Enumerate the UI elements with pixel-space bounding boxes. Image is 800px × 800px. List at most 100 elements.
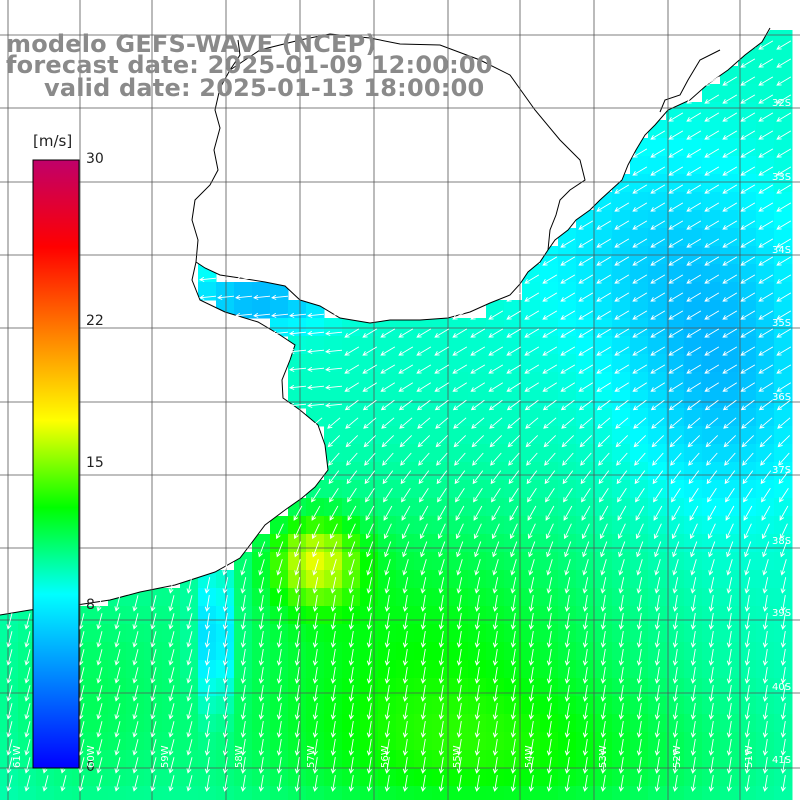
- wind-speed-cell: [234, 624, 253, 643]
- wind-vector-icon: [258, 631, 264, 648]
- wind-vector-icon: [758, 292, 774, 302]
- wind-speed-cell: [648, 228, 667, 247]
- longitude-label: 53W: [598, 745, 609, 768]
- wind-speed-cell: [756, 156, 775, 175]
- latitude-label: 35S: [772, 318, 792, 329]
- wind-speed-cell: [684, 462, 703, 481]
- wind-speed-cell: [72, 768, 91, 787]
- wind-vector-icon: [381, 417, 395, 429]
- wind-speed-cell: [396, 624, 415, 643]
- wind-vector-icon: [546, 703, 552, 720]
- wind-vector-icon: [258, 667, 264, 684]
- wind-vector-icon: [560, 382, 576, 392]
- wind-speed-cell: [198, 750, 217, 769]
- wind-speed-cell: [756, 642, 775, 661]
- wind-speed-cell: [774, 462, 793, 481]
- wind-vector-icon: [776, 399, 791, 411]
- wind-vector-icon: [528, 757, 534, 774]
- wind-speed-cell: [396, 732, 415, 751]
- wind-vector-icon: [470, 382, 486, 392]
- wind-speed-cell: [648, 624, 667, 643]
- wind-vector-icon: [545, 488, 555, 503]
- wind-vector-icon: [779, 505, 789, 521]
- wind-vector-icon: [724, 470, 736, 485]
- wind-vector-icon: [614, 184, 630, 194]
- wind-speed-cell: [774, 84, 793, 103]
- wind-speed-cell: [90, 768, 109, 787]
- wind-speed-cell: [666, 678, 685, 697]
- wind-vector-icon: [635, 505, 645, 521]
- wind-speed-cell: [612, 516, 631, 535]
- wind-vector-icon: [560, 256, 576, 266]
- wind-vector-icon: [204, 703, 210, 720]
- longitude-label: 61W: [12, 745, 23, 768]
- wind-speed-cell: [486, 408, 505, 427]
- wind-vector-icon: [668, 202, 684, 212]
- wind-vector-icon: [168, 703, 175, 720]
- wind-vector-icon: [402, 775, 408, 792]
- wind-speed-cell: [342, 462, 361, 481]
- wind-speed-cell: [720, 570, 739, 589]
- wind-speed-cell: [234, 660, 253, 679]
- wind-speed-cell: [306, 678, 325, 697]
- wind-speed-cell: [540, 462, 559, 481]
- wind-speed-cell: [612, 678, 631, 697]
- wind-speed-cell: [378, 624, 397, 643]
- wind-vector-icon: [581, 505, 591, 521]
- wind-vector-icon: [366, 559, 373, 576]
- wind-vector-icon: [384, 649, 390, 666]
- wind-vector-icon: [617, 505, 627, 521]
- wind-speed-cell: [324, 426, 343, 445]
- wind-vector-icon: [289, 384, 307, 390]
- wind-vector-icon: [204, 739, 210, 756]
- wind-speed-cell: [342, 516, 361, 535]
- wind-speed-cell: [432, 786, 451, 800]
- wind-vector-icon: [780, 577, 787, 594]
- wind-vector-icon: [312, 649, 318, 666]
- wind-vector-icon: [366, 685, 372, 702]
- wind-speed-cell: [774, 336, 793, 355]
- wind-vector-icon: [307, 348, 325, 354]
- wind-vector-icon: [289, 348, 307, 354]
- wind-vector-icon: [542, 274, 558, 284]
- wind-speed-cell: [630, 264, 649, 283]
- wind-vector-icon: [526, 452, 538, 466]
- wind-vector-icon: [708, 721, 714, 738]
- wind-vector-icon: [380, 328, 396, 338]
- wind-vector-icon: [330, 559, 337, 576]
- wind-speed-cell: [720, 282, 739, 301]
- wind-vector-icon: [437, 523, 446, 540]
- wind-speed-cell: [558, 462, 577, 481]
- wind-vector-icon: [524, 292, 540, 302]
- wind-vector-icon: [456, 631, 462, 648]
- wind-vector-icon: [240, 685, 246, 702]
- wind-vector-icon: [420, 721, 426, 738]
- wind-speed-cell: [756, 102, 775, 121]
- wind-speed-cell: [342, 660, 361, 679]
- wind-vector-icon: [776, 112, 792, 122]
- wind-speed-cell: [504, 480, 523, 499]
- wind-speed-cell: [648, 462, 667, 481]
- wind-speed-cell: [540, 264, 559, 283]
- wind-speed-cell: [540, 768, 559, 787]
- wind-speed-cell: [450, 552, 469, 571]
- wind-speed-cell: [576, 498, 595, 517]
- wind-speed-cell: [252, 570, 271, 589]
- wind-speed-cell: [414, 480, 433, 499]
- wind-vector-icon: [578, 292, 594, 302]
- wind-vector-icon: [704, 292, 720, 302]
- wind-vector-icon: [616, 470, 628, 485]
- wind-speed-cell: [126, 768, 145, 787]
- wind-speed-cell: [594, 408, 613, 427]
- wind-speed-cell: [720, 444, 739, 463]
- wind-vector-icon: [240, 559, 247, 576]
- wind-vector-icon: [707, 523, 716, 540]
- wind-vector-icon: [271, 294, 289, 300]
- wind-speed-cell: [450, 426, 469, 445]
- wind-speed-cell: [738, 444, 757, 463]
- wind-vector-icon: [150, 757, 157, 774]
- wind-vector-icon: [722, 94, 738, 104]
- wind-speed-cell: [594, 660, 613, 679]
- wind-speed-cell: [378, 480, 397, 499]
- wind-vector-icon: [762, 559, 769, 576]
